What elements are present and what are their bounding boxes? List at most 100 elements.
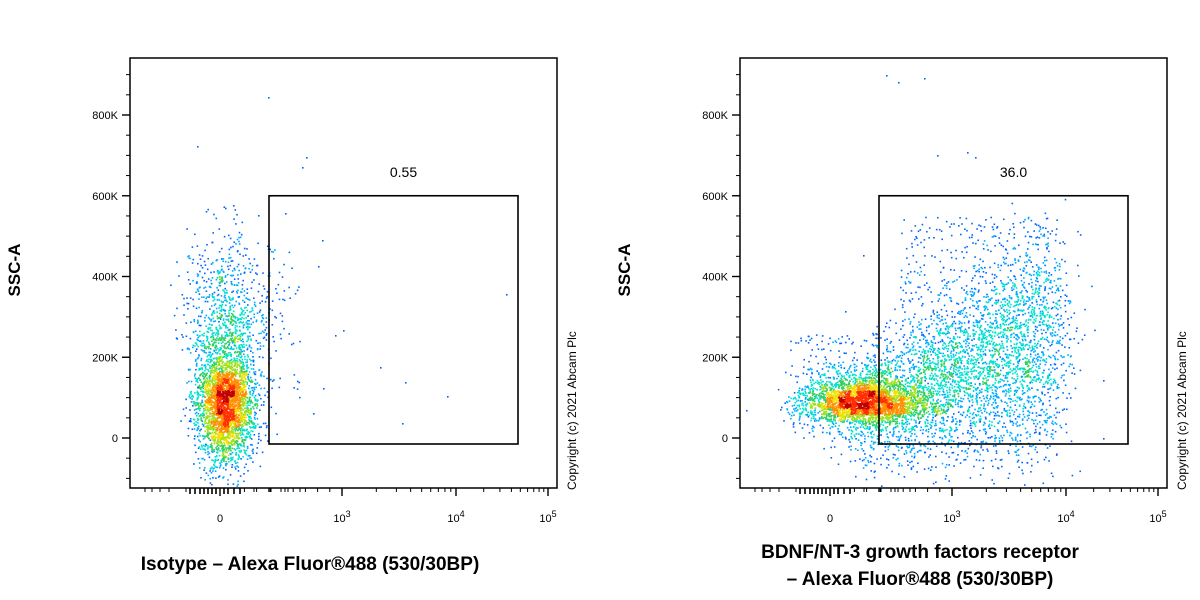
event-dot <box>216 353 219 355</box>
event-dot <box>260 321 263 323</box>
event-dot <box>809 412 812 414</box>
event-dot <box>236 358 238 360</box>
event-dot <box>219 347 222 349</box>
event-dot <box>222 407 225 410</box>
event-dot <box>227 385 229 388</box>
event-dot <box>220 310 223 313</box>
event-dot <box>217 333 220 335</box>
event-dot <box>238 240 240 243</box>
event-dot <box>231 371 233 374</box>
gate-percentage-label: 0.55 <box>390 164 417 180</box>
event-dot <box>230 453 232 456</box>
event-dot <box>239 475 242 477</box>
event-dot <box>212 317 215 320</box>
event-dot <box>233 384 235 386</box>
event-dot <box>271 300 274 302</box>
event-dot <box>208 388 210 390</box>
event-dot <box>235 372 237 374</box>
event-dot <box>225 464 227 467</box>
event-dot <box>227 381 229 384</box>
event-dot <box>250 430 252 432</box>
event-dot <box>228 334 230 337</box>
event-dot <box>255 272 257 274</box>
event-dot <box>220 438 223 440</box>
event-dot <box>230 337 232 340</box>
event-dot <box>199 448 202 450</box>
event-dot <box>259 302 261 304</box>
event-dot <box>257 348 259 350</box>
event-dot <box>247 304 249 306</box>
event-dot <box>213 291 216 294</box>
event-dot <box>214 387 217 389</box>
event-dot <box>202 415 204 417</box>
event-dot <box>229 367 231 370</box>
event-dot <box>233 422 236 424</box>
y-tick-label: 0 <box>722 433 728 445</box>
event-dot <box>230 391 233 394</box>
event-dot <box>291 267 293 270</box>
event-dot <box>242 415 245 417</box>
event-dot <box>215 398 217 401</box>
event-dot <box>216 277 219 279</box>
event-dot <box>299 396 301 399</box>
event-dot <box>236 398 238 400</box>
event-dot <box>237 263 240 266</box>
event-dot <box>240 353 242 356</box>
event-dot <box>200 315 202 318</box>
event-dot <box>220 316 223 318</box>
event-dot <box>238 351 241 353</box>
event-dot <box>238 346 240 349</box>
event-dot <box>219 393 222 396</box>
event-dot <box>198 369 200 371</box>
event-dot <box>244 385 247 387</box>
event-dot <box>229 378 231 381</box>
event-dot <box>249 390 252 393</box>
event-dot <box>238 322 240 324</box>
event-dot <box>189 394 191 396</box>
event-dot <box>263 375 265 378</box>
event-dot <box>221 428 223 431</box>
event-dot <box>237 395 240 398</box>
event-dot <box>227 419 229 422</box>
event-dot <box>225 342 228 345</box>
event-dot <box>866 414 868 416</box>
event-dot <box>205 290 208 292</box>
event-dot <box>209 446 211 448</box>
event-dot <box>230 335 233 337</box>
event-dot <box>216 299 219 301</box>
event-dot <box>238 269 240 272</box>
event-dot <box>227 392 229 395</box>
event-dot <box>209 374 211 377</box>
event-dot <box>227 407 229 410</box>
event-dot <box>234 363 236 366</box>
event-dot <box>187 427 190 430</box>
event-dot <box>207 425 210 427</box>
event-dot <box>253 407 255 410</box>
event-dot <box>216 394 218 397</box>
event-dot <box>237 393 239 396</box>
event-dot <box>239 360 241 362</box>
event-dot <box>257 242 259 245</box>
event-dot <box>809 397 812 399</box>
event-dot <box>869 387 871 389</box>
event-dot <box>225 412 228 415</box>
event-dot <box>230 387 233 389</box>
event-dot <box>912 405 914 407</box>
event-dot <box>210 445 212 448</box>
event-dot <box>271 324 274 326</box>
event-dot <box>236 426 239 428</box>
event-dot <box>871 414 873 417</box>
event-dot <box>221 358 223 361</box>
event-dot <box>198 415 201 417</box>
event-dot <box>232 400 234 402</box>
event-dot <box>224 321 226 324</box>
event-dot <box>249 359 252 362</box>
event-dot <box>274 315 276 318</box>
event-dot <box>233 205 235 207</box>
event-dot <box>231 447 233 450</box>
event-dot <box>243 375 245 377</box>
event-dot <box>215 217 218 220</box>
event-dot <box>248 258 250 260</box>
event-dot <box>197 395 200 398</box>
event-dot <box>241 361 243 363</box>
